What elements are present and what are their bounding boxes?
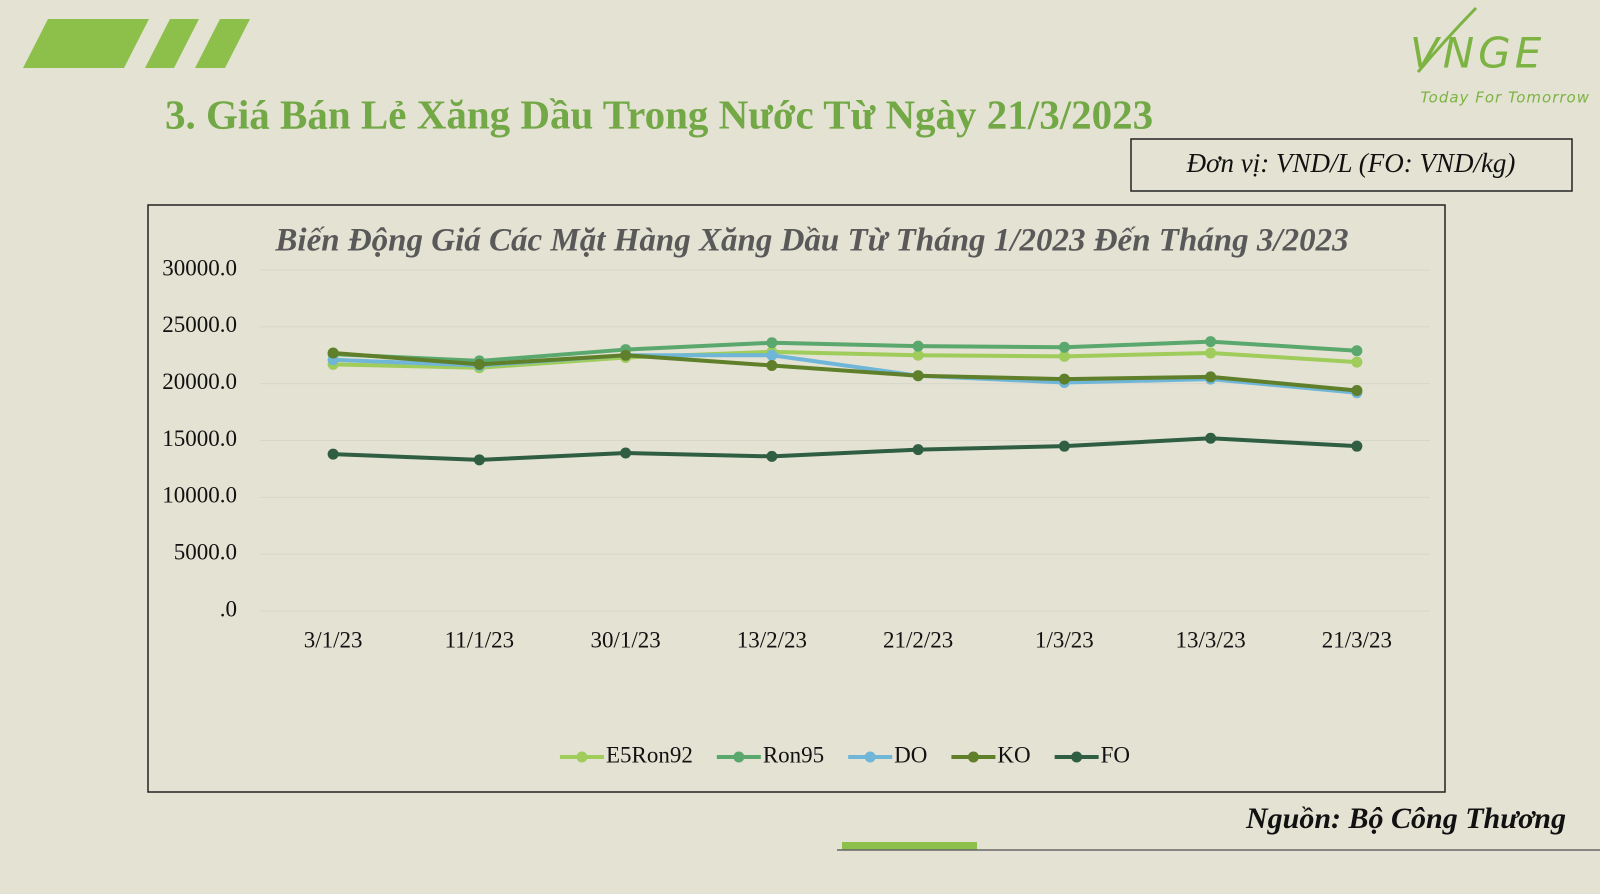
x-tick-label: 30/1/23 <box>590 627 660 652</box>
point <box>766 450 778 462</box>
deco-bar <box>145 19 199 68</box>
series-line <box>333 349 1358 370</box>
point <box>327 448 339 460</box>
point <box>1351 440 1363 452</box>
source: Nguồn: Bộ Công Thương <box>1245 802 1566 835</box>
point <box>327 347 339 359</box>
legend-marker <box>1071 751 1083 763</box>
point <box>912 370 924 382</box>
series-line <box>333 339 1358 363</box>
x-tick-label: 11/1/23 <box>445 627 514 652</box>
point <box>1058 373 1070 385</box>
series-line <box>332 350 1358 393</box>
x-tick-label: 3/1/23 <box>304 627 363 652</box>
point <box>1351 345 1363 357</box>
x-tick-label: 13/3/23 <box>1175 627 1245 652</box>
point <box>766 349 778 361</box>
point <box>766 337 778 349</box>
y-tick-label: 25000.0 <box>162 312 237 337</box>
y-tick-label: 10000.0 <box>162 483 237 508</box>
x-tick-label: 21/2/23 <box>883 627 953 652</box>
slide-title: 3. Giá Bán Lẻ Xăng Dầu Trong Nước Từ Ngà… <box>165 91 1153 137</box>
x-tick-label: 13/2/23 <box>737 627 807 652</box>
legend-label: E5Ron92 <box>606 742 693 767</box>
plot: .0 5000.0 10000.0 15000.0 20000.0 25000.0 3000… <box>162 255 1430 767</box>
point <box>1205 336 1217 348</box>
point <box>1351 384 1363 396</box>
deco-bar <box>23 19 149 68</box>
logo-swoosh <box>1416 6 1478 73</box>
legend-marker <box>864 751 876 763</box>
point <box>912 349 924 361</box>
point <box>912 444 924 456</box>
point <box>1205 371 1217 383</box>
legend-label: Ron95 <box>763 742 824 767</box>
unit-label: Đơn vị: VND/L (FO: VND/kg) <box>1186 148 1516 178</box>
point <box>620 447 632 459</box>
logo-tagline: Today For Tomorrow <box>1420 89 1590 107</box>
point <box>1205 347 1217 359</box>
point <box>912 340 924 352</box>
point <box>1351 356 1363 368</box>
point <box>766 359 778 371</box>
y-tick-label: .0 <box>220 596 237 621</box>
x-tick-label: 21/3/23 <box>1322 627 1392 652</box>
unit-box <box>1130 138 1573 192</box>
point <box>473 454 485 466</box>
y-tick-label: 20000.0 <box>162 369 237 394</box>
deco-underline <box>842 842 977 850</box>
chart-title: Biến Động Giá Các Mặt Hàng Xăng Dầu Từ T… <box>274 223 1348 259</box>
legend-marker <box>576 751 588 763</box>
logo-text: VNGE <box>1410 29 1545 78</box>
legend-label: DO <box>894 742 927 767</box>
point <box>1058 440 1070 452</box>
series-line <box>333 436 1357 462</box>
x-tick-label: 1/3/23 <box>1035 627 1094 652</box>
chart-frame <box>147 204 1446 793</box>
legend-label: KO <box>997 742 1030 767</box>
point <box>1058 341 1070 353</box>
point <box>473 358 485 370</box>
y-tick-label: 30000.0 <box>162 255 237 280</box>
legend-marker <box>967 751 979 763</box>
y-tick-label: 5000.0 <box>174 539 237 564</box>
legend-marker <box>733 751 745 763</box>
point <box>620 349 632 361</box>
y-tick-label: 15000.0 <box>162 426 237 451</box>
point <box>1205 432 1217 444</box>
deco-bar <box>195 19 250 68</box>
point <box>1058 350 1070 362</box>
legend-label: FO <box>1101 742 1130 767</box>
